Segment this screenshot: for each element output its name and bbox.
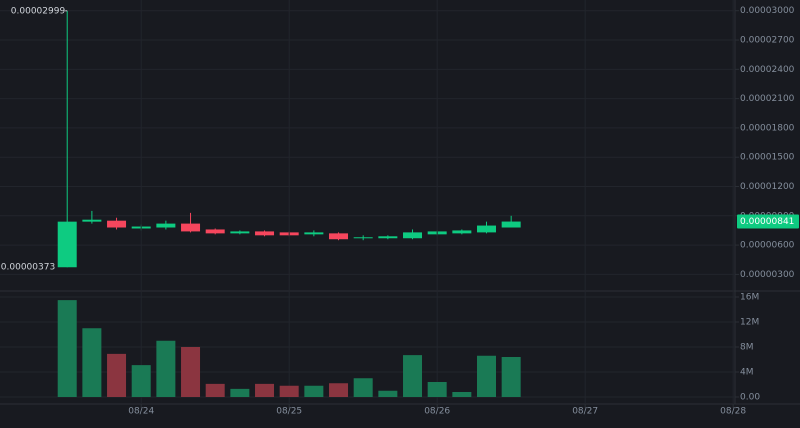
candle-body	[107, 220, 127, 228]
y-tick-label: 12M	[740, 318, 759, 328]
volume-bar	[255, 383, 275, 397]
volume-bar	[57, 300, 77, 397]
y-tick-label: 0.00001500	[740, 153, 795, 163]
y-tick-label: 0.00001200	[740, 182, 795, 192]
volume-bar	[304, 385, 324, 397]
volume-bar	[452, 392, 472, 397]
candle-body	[205, 229, 225, 234]
x-tick-label: 08/28	[720, 407, 746, 417]
volume-bar	[501, 357, 521, 397]
candle-body	[477, 225, 497, 233]
volume-bar	[403, 355, 423, 397]
volume-bar	[82, 328, 102, 397]
volume-bar	[427, 382, 447, 397]
min-label: 0.00000373	[1, 263, 55, 273]
candle-body	[57, 221, 77, 268]
candle-body	[255, 231, 275, 236]
candle-body	[230, 231, 250, 234]
candle-body	[156, 223, 176, 228]
volume-bar	[329, 383, 349, 397]
candle-body	[329, 233, 349, 240]
last-price-label: 0.00000841	[740, 217, 794, 227]
y-tick-label: 0.00002700	[740, 36, 795, 46]
volume-bar	[353, 378, 373, 397]
x-tick-label: 08/27	[572, 407, 598, 417]
candle-body	[304, 232, 324, 235]
x-tick-label: 08/24	[128, 407, 154, 417]
candle-body	[181, 223, 201, 232]
last-price-box	[737, 214, 799, 229]
y-tick-label: 0.00003000	[740, 6, 795, 16]
volume-bar	[205, 383, 225, 397]
y-tick-label: 0.00	[740, 393, 760, 403]
candle-body	[452, 230, 472, 234]
volume-bar	[107, 353, 127, 397]
y-tick-label: 0.00002100	[740, 94, 795, 104]
volume-bar	[279, 385, 299, 397]
volume-bar	[131, 365, 151, 397]
volume-bar	[230, 388, 250, 397]
y-tick-label: 0.00000600	[740, 241, 795, 251]
x-tick-label: 08/25	[276, 407, 302, 417]
volume-bar	[156, 340, 176, 397]
candle-body	[353, 237, 373, 239]
max-label: 0.00002999	[11, 6, 66, 16]
candle-body	[82, 219, 102, 222]
y-tick-label: 8M	[740, 343, 754, 353]
y-tick-label: 16M	[740, 293, 759, 303]
y-tick-label: 0.00000300	[740, 270, 795, 280]
y-tick-label: 0.00002400	[740, 65, 795, 75]
candle-body	[378, 236, 398, 239]
volume-bar	[477, 355, 497, 397]
volume-bar	[378, 390, 398, 397]
candle-body	[403, 232, 423, 239]
candle-body	[501, 221, 521, 228]
y-tick-label: 4M	[740, 368, 754, 378]
x-tick-label: 08/26	[424, 407, 450, 417]
volume-bar	[181, 347, 201, 397]
y-tick-label: 0.00001800	[740, 123, 795, 133]
